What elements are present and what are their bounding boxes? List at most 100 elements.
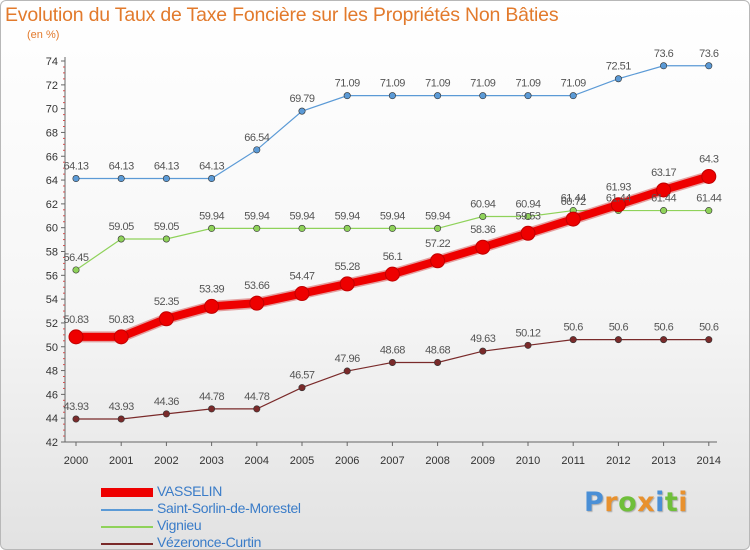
data-label: 59.05 <box>154 221 179 233</box>
data-point <box>614 75 622 83</box>
data-point <box>479 92 487 100</box>
data-point <box>705 336 713 344</box>
data-point <box>705 207 713 215</box>
data-point <box>343 367 351 375</box>
data-point <box>162 175 170 183</box>
y-tick-label: 58 <box>46 247 58 259</box>
y-tick-label: 54 <box>46 294 58 306</box>
data-label: 71.09 <box>335 78 360 90</box>
x-tick-label: 2008 <box>425 455 449 467</box>
data-label: 71.09 <box>561 78 586 90</box>
data-point <box>565 211 581 227</box>
data-point <box>298 107 306 115</box>
data-label: 46.57 <box>289 370 314 382</box>
data-point <box>204 298 220 314</box>
data-label: 43.93 <box>63 401 88 413</box>
data-label: 61.93 <box>606 182 631 194</box>
legend-swatch-vignieu <box>101 526 153 528</box>
data-point <box>524 341 532 349</box>
data-point <box>117 175 125 183</box>
x-tick-label: 2004 <box>245 455 269 467</box>
data-point <box>434 92 442 100</box>
data-label: 56.1 <box>383 251 403 263</box>
legend-label-vignieu: Vignieu <box>157 517 202 533</box>
data-label: 53.66 <box>244 280 269 292</box>
x-tick-label: 2012 <box>606 455 630 467</box>
y-tick-label: 64 <box>46 175 58 187</box>
data-label: 57.22 <box>425 238 450 250</box>
data-point <box>388 224 396 232</box>
y-tick-label: 48 <box>46 366 58 378</box>
y-tick-label: 68 <box>46 127 58 139</box>
data-label: 60.72 <box>561 196 586 208</box>
data-point <box>475 239 491 255</box>
data-label: 73.6 <box>654 48 674 60</box>
data-label: 61.44 <box>561 193 586 205</box>
data-label: 71.09 <box>425 78 450 90</box>
data-point <box>569 92 577 100</box>
data-point <box>72 415 80 423</box>
x-tick-label: 2003 <box>199 455 223 467</box>
y-tick-label: 46 <box>46 389 58 401</box>
data-point <box>660 207 668 215</box>
data-label: 60.94 <box>470 198 495 210</box>
data-label: 50.6 <box>609 322 629 334</box>
data-label: 58.36 <box>470 224 495 236</box>
y-tick-label: 66 <box>46 151 58 163</box>
y-tick-label: 44 <box>46 413 58 425</box>
data-label: 50.83 <box>63 314 88 326</box>
data-point <box>434 358 442 366</box>
data-point <box>384 266 400 282</box>
data-label: 44.78 <box>199 391 224 403</box>
data-label: 73.6 <box>699 48 719 60</box>
data-point <box>117 415 125 423</box>
data-label: 56.45 <box>63 252 88 264</box>
x-tick-label: 2010 <box>516 455 540 467</box>
legend-swatch-saint-sorlin <box>101 509 153 511</box>
data-label: 50.83 <box>109 314 134 326</box>
data-point <box>72 266 80 274</box>
data-point <box>524 92 532 100</box>
y-tick-label: 52 <box>46 318 58 330</box>
data-point <box>298 384 306 392</box>
data-label: 52.35 <box>154 296 179 308</box>
y-tick-label: 60 <box>46 223 58 235</box>
data-label: 60.94 <box>515 198 540 210</box>
data-label: 59.94 <box>199 210 224 222</box>
data-point <box>569 336 577 344</box>
data-label: 71.09 <box>470 78 495 90</box>
data-label: 63.17 <box>651 167 676 179</box>
data-point <box>479 212 487 220</box>
x-tick-label: 2002 <box>154 455 178 467</box>
chart-title: Evolution du Taux de Taxe Foncière sur l… <box>5 4 559 26</box>
data-point <box>249 295 265 311</box>
data-point <box>656 182 672 198</box>
data-point <box>343 224 351 232</box>
data-label: 48.68 <box>380 344 405 356</box>
y-tick-label: 62 <box>46 199 58 211</box>
data-label: 64.13 <box>154 161 179 173</box>
data-label: 49.63 <box>470 333 495 345</box>
proxiti-logo: Proxiti <box>584 487 689 518</box>
legend-label-vezeronce: Vézeronce-Curtin <box>157 534 262 550</box>
data-point <box>388 358 396 366</box>
y-tick-label: 50 <box>46 342 58 354</box>
data-point <box>72 175 80 183</box>
data-label: 50.6 <box>699 322 719 334</box>
y-tick-label: 56 <box>46 270 58 282</box>
y-tick-label: 72 <box>46 80 58 92</box>
data-point <box>339 276 355 292</box>
data-point <box>68 329 84 345</box>
legend-swatch-vasselin <box>101 488 153 497</box>
chart-subtitle: (en %) <box>27 29 60 41</box>
legend-label-vasselin: VASSELIN <box>157 483 223 499</box>
data-label: 61.44 <box>606 193 631 205</box>
data-point <box>253 405 261 413</box>
data-label: 47.96 <box>335 353 360 365</box>
data-point <box>520 225 536 241</box>
data-point <box>430 253 446 269</box>
data-point <box>162 410 170 418</box>
data-label: 50.6 <box>654 322 674 334</box>
x-tick-label: 2013 <box>651 455 675 467</box>
